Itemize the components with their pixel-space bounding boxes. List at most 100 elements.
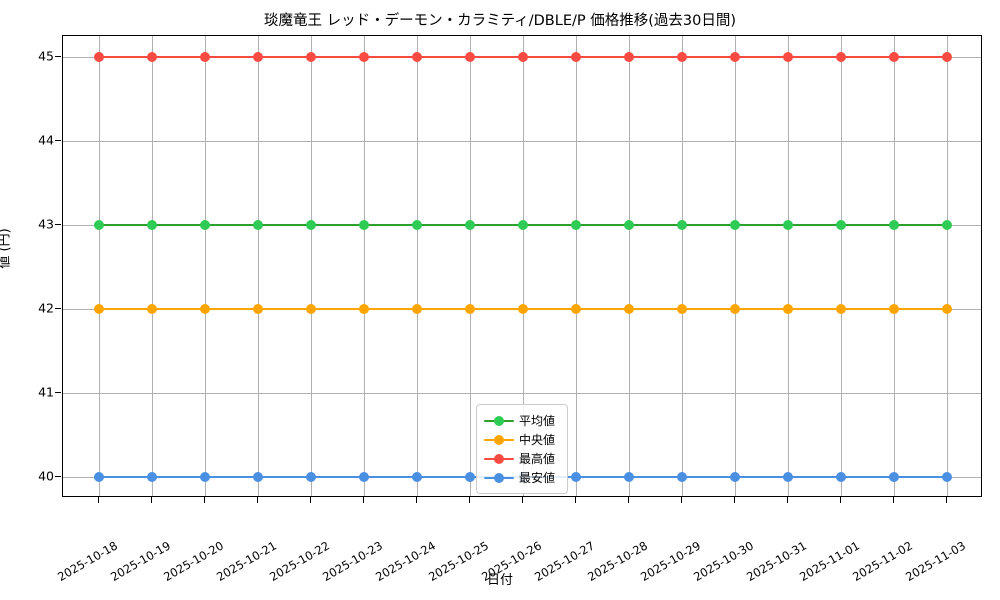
x-axis-label: 日付 [486,573,513,588]
y-axis-tick-marks [0,35,62,497]
gridline-vertical [629,36,630,496]
data-point-marker [253,52,263,62]
data-point-marker [465,304,475,314]
data-point-marker [306,472,316,482]
data-point-marker [730,52,740,62]
y-axis-tick-mark [55,392,61,394]
legend-item[interactable]: 平均値 [484,411,560,430]
y-axis-tick-label: 44 [38,132,54,148]
data-point-marker [836,52,846,62]
legend-item[interactable]: 最高値 [484,449,560,468]
data-point-marker [783,472,793,482]
gridline-horizontal [63,141,981,142]
data-point-marker [889,472,899,482]
legend-marker-dot [494,453,504,464]
gridline-vertical [205,36,206,496]
gridline-vertical [258,36,259,496]
y-axis-tick-mark [55,224,61,226]
x-axis-tick-mark [151,497,153,503]
gridline-vertical [523,36,524,496]
x-axis-tick-mark [469,497,471,503]
x-axis-tick-marks [62,497,982,505]
gridline-vertical [735,36,736,496]
data-point-marker [94,220,104,230]
data-point-marker [624,304,634,314]
data-point-marker [571,220,581,230]
gridline-vertical [682,36,683,496]
x-axis-tick-mark [204,497,206,503]
data-point-marker [253,304,263,314]
y-axis-tick-label: 41 [38,384,54,400]
data-point-marker [200,304,210,314]
data-point-marker [253,472,263,482]
y-axis-tick-labels: 40 41 42 43 44 45 [0,35,54,497]
data-point-marker [942,304,952,314]
x-axis-tick-mark [416,497,418,503]
gridline-vertical [417,36,418,496]
data-point-marker [306,304,316,314]
x-axis-tick-mark [840,497,842,503]
y-axis-tick-mark [55,476,61,478]
y-axis-tick-mark [55,140,61,142]
data-point-marker [889,304,899,314]
x-axis-tick-mark [310,497,312,503]
series-group [94,220,952,230]
data-point-marker [624,52,634,62]
gridline-vertical [894,36,895,496]
series-group [94,52,952,62]
x-axis-tick-mark [893,497,895,503]
y-axis-tick-label: 43 [38,216,54,232]
x-axis-tick-mark [787,497,789,503]
data-point-marker [147,472,157,482]
data-point-marker [465,472,475,482]
data-point-marker [94,472,104,482]
legend-marker-dot [494,434,504,445]
data-point-marker [571,52,581,62]
data-point-marker [306,52,316,62]
data-point-marker [359,52,369,62]
data-point-marker [783,304,793,314]
data-point-marker [730,472,740,482]
legend-label: 最安値 [519,471,556,485]
chart-title: 琰魔竜王 レッド・デーモン・カラミティ/DBLE/P 価格推移(過去30日間) [264,13,736,29]
gridline-vertical [788,36,789,496]
data-point-marker [412,220,422,230]
data-point-marker [889,52,899,62]
legend-marker-dot [494,472,504,483]
x-axis-tick-labels: 2025-10-18 2025-10-19 2025-10-20 2025-10-21… [55,505,982,584]
x-axis-tick-mark [257,497,259,503]
legend-item[interactable]: 最安値 [484,468,560,487]
gridline-vertical [947,36,948,496]
data-point-marker [306,220,316,230]
gridline-vertical [470,36,471,496]
data-point-marker [518,52,528,62]
data-point-marker [624,472,634,482]
x-axis-tick-mark [734,497,736,503]
legend-swatch-icon [484,452,514,466]
series-group [94,304,952,314]
legend-swatch-icon [484,433,514,447]
x-axis-tick-mark [98,497,100,503]
data-point-marker [677,472,687,482]
x-axis-tick-mark [681,497,683,503]
x-axis-tick-mark [363,497,365,503]
data-point-marker [571,304,581,314]
legend-label: 中央値 [519,433,556,447]
data-point-marker [942,52,952,62]
x-axis-tick-mark [946,497,948,503]
y-axis-tick-label: 42 [38,300,54,316]
data-point-marker [412,472,422,482]
chart-legend[interactable]: 平均値中央値最高値最安値 [476,404,568,494]
x-axis-tick-mark [575,497,577,503]
gridline-vertical [576,36,577,496]
y-axis-tick-label: 45 [38,48,54,64]
gridline-vertical [152,36,153,496]
legend-item[interactable]: 中央値 [484,430,560,449]
x-axis-tick-mark [522,497,524,503]
data-point-marker [359,304,369,314]
legend-swatch-icon [484,414,514,428]
legend-marker-dot [494,415,504,426]
gridline-vertical [841,36,842,496]
data-point-marker [200,220,210,230]
